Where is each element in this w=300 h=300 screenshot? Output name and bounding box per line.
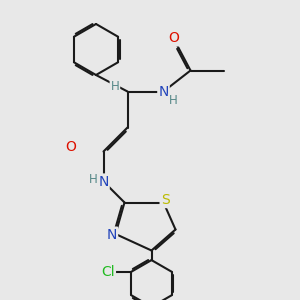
Text: O: O — [169, 32, 179, 45]
Text: H: H — [88, 172, 98, 186]
Text: Cl: Cl — [101, 265, 115, 279]
Text: O: O — [65, 140, 76, 154]
Text: N: N — [98, 175, 109, 188]
Text: H: H — [169, 94, 178, 107]
Text: N: N — [158, 85, 169, 98]
Text: S: S — [160, 193, 169, 207]
Text: N: N — [107, 228, 117, 242]
Text: H: H — [110, 80, 119, 93]
